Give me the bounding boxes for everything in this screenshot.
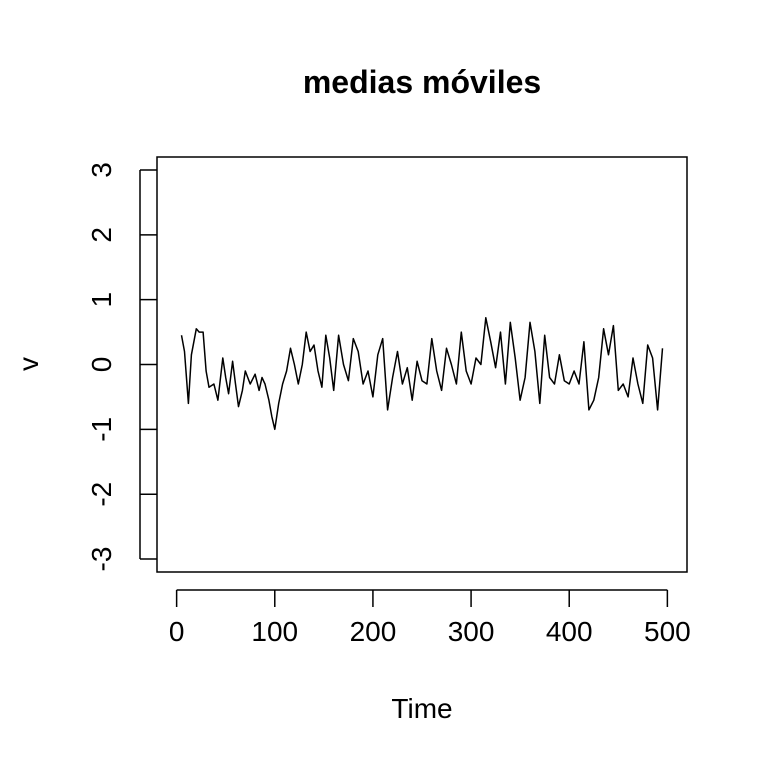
x-tick-label: 200 xyxy=(350,616,397,647)
x-tick-label: 300 xyxy=(448,616,495,647)
y-axis-label: v xyxy=(13,357,44,371)
y-tick-label: 0 xyxy=(86,357,117,373)
y-tick-label: -3 xyxy=(86,547,117,572)
chart-title: medias móviles xyxy=(303,64,541,100)
x-tick-label: 100 xyxy=(251,616,298,647)
series-line xyxy=(180,317,664,431)
x-tick-label: 400 xyxy=(546,616,593,647)
y-axis: -3 -2 -1 0 1 2 3 xyxy=(86,162,157,571)
x-axis: 0 100 200 300 400 500 xyxy=(169,589,691,647)
x-tick-label: 500 xyxy=(644,616,691,647)
y-tick-label: 3 xyxy=(86,162,117,178)
x-tick-label: 0 xyxy=(169,616,185,647)
x-axis-label: Time xyxy=(391,693,452,724)
plot-frame xyxy=(156,156,688,573)
y-tick-label: 2 xyxy=(86,227,117,243)
y-tick-label: 1 xyxy=(86,292,117,308)
y-tick-label: -1 xyxy=(86,417,117,442)
y-tick-label: -2 xyxy=(86,482,117,507)
